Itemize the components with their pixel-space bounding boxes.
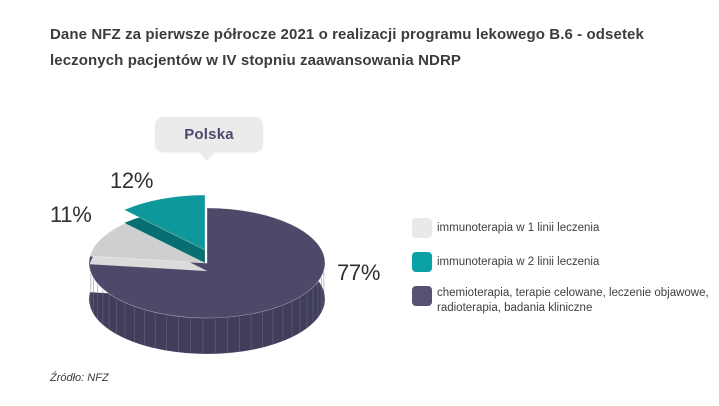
legend-label-immuno1: immunoterapia w 1 linii leczenia (437, 221, 600, 234)
source-note: Źródło: NFZ (50, 372, 109, 384)
legend-item-immuno1: immunoterapia w 1 linii leczenia (412, 218, 719, 238)
pie-slice-top (123, 194, 206, 251)
pie-label-chemo: 77% (337, 260, 381, 285)
legend-swatch-immuno2 (412, 252, 432, 272)
legend-swatch-immuno1 (412, 218, 432, 238)
legend: immunoterapia w 1 linii leczenia immunot… (412, 218, 719, 316)
legend-swatch-chemo (412, 286, 432, 306)
legend-item-immuno2: immunoterapia w 2 linii leczenia (412, 252, 719, 272)
pie-label-immuno2: 12% (110, 168, 154, 193)
pie-label-immuno1: 11% (50, 202, 92, 227)
region-label: Polska (184, 126, 234, 143)
chart-title: Dane NFZ za pierwsze półrocze 2021 o rea… (50, 26, 644, 69)
legend-label-chemo: chemioterapia, terapie celowane, leczeni… (437, 287, 709, 314)
region-label-bubble: Polska (155, 117, 263, 161)
legend-item-chemo: chemioterapia, terapie celowane, leczeni… (412, 286, 719, 316)
legend-label-immuno2: immunoterapia w 2 linii leczenia (437, 255, 600, 268)
pie-slice-top (89, 222, 208, 264)
